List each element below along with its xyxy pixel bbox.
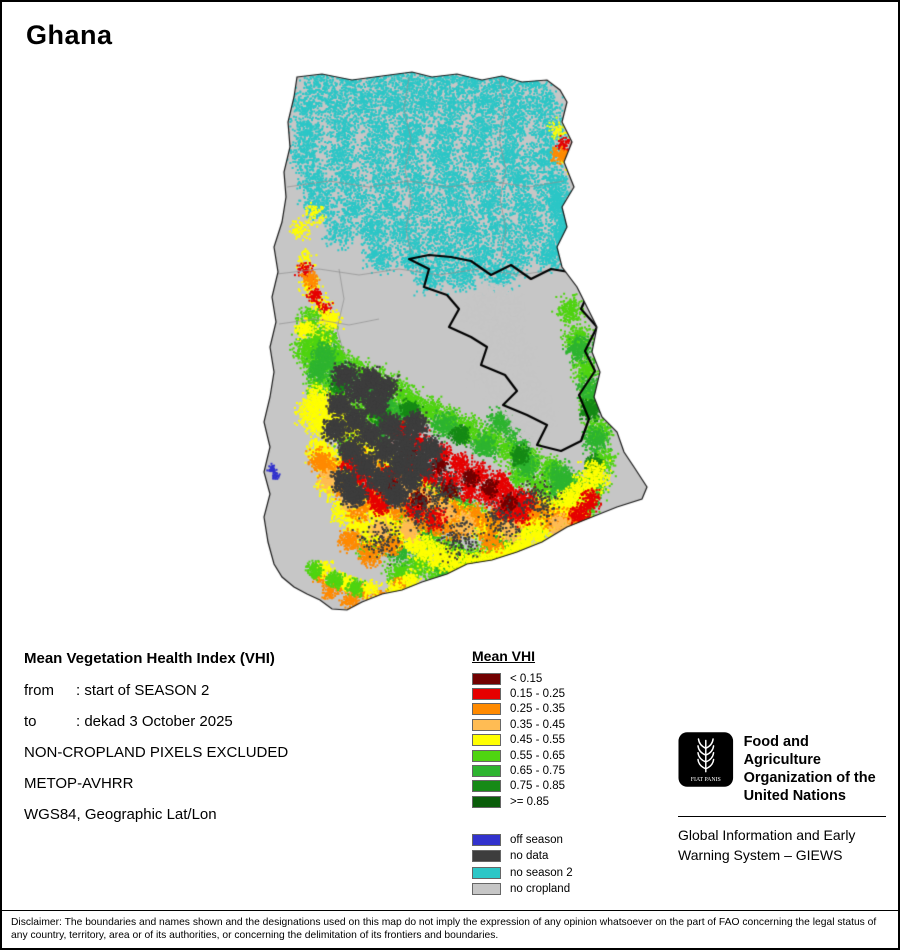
info-from-label: from	[24, 682, 54, 699]
legend-item: 0.75 - 0.85	[472, 779, 573, 794]
info-sensor-line: METOP-AVHRR	[24, 775, 134, 792]
giews-line: Global Information and Early	[678, 827, 856, 843]
info-from-row: from : start of SEASON 2	[24, 682, 288, 699]
info-heading: Mean Vegetation Health Index (VHI)	[24, 650, 275, 667]
fao-header: FIAT PANIS Food and Agriculture Organiza…	[678, 731, 886, 805]
legend-others: off season no data no season 2 no cropland	[472, 832, 573, 898]
giews-name: Global Information and Early Warning Sys…	[678, 825, 886, 865]
ghana-vhi-map	[259, 69, 649, 614]
page-title: Ghana	[26, 20, 113, 50]
legend-swatch	[472, 883, 501, 896]
legend-item: < 0.15	[472, 671, 573, 686]
legend-classes: < 0.15 0.15 - 0.25 0.25 - 0.35 0.35 - 0.45 0…	[472, 671, 573, 810]
legend-label: off season	[510, 833, 563, 846]
fao-divider	[678, 816, 886, 817]
legend-swatch	[472, 850, 501, 863]
legend-swatch	[472, 688, 501, 701]
legend-label: 0.15 - 0.25	[510, 688, 565, 701]
legend-label: 0.25 - 0.35	[510, 703, 565, 716]
legend-swatch	[472, 780, 501, 793]
info-to-label: to	[24, 713, 37, 730]
legend-swatch	[472, 765, 501, 778]
info-to-value: : dekad 3 October 2025	[76, 713, 233, 730]
legend-swatch	[472, 749, 501, 762]
map-info-block: Mean Vegetation Health Index (VHI) from …	[24, 650, 288, 837]
legend-swatch	[472, 734, 501, 747]
legend-item: 0.15 - 0.25	[472, 686, 573, 701]
legend-item: off season	[472, 832, 573, 849]
disclaimer: Disclaimer: The boundaries and names sho…	[2, 910, 898, 948]
legend-item: >= 0.85	[472, 794, 573, 809]
legend-item: 0.55 - 0.65	[472, 748, 573, 763]
fao-org-line: Organization of the	[743, 770, 876, 786]
legend-item: no cropland	[472, 881, 573, 898]
legend-swatch	[472, 718, 501, 731]
fao-logo-icon: FIAT PANIS	[678, 732, 734, 787]
legend-label: no data	[510, 850, 549, 863]
legend-label: 0.55 - 0.65	[510, 749, 565, 762]
legend-swatch	[472, 833, 501, 846]
legend-label: 0.45 - 0.55	[510, 734, 565, 747]
legend: Mean VHI < 0.15 0.15 - 0.25 0.25 - 0.35 0.3…	[472, 648, 573, 898]
fao-org-line: Food and Agriculture	[743, 734, 821, 768]
legend-item: no season 2	[472, 865, 573, 882]
legend-label: no cropland	[510, 883, 571, 896]
legend-label: < 0.15	[510, 672, 543, 685]
fao-block: FIAT PANIS Food and Agriculture Organiza…	[678, 731, 886, 865]
legend-item: 0.25 - 0.35	[472, 702, 573, 717]
legend-item: 0.35 - 0.45	[472, 717, 573, 732]
legend-swatch	[472, 672, 501, 685]
fao-org-name: Food and Agriculture Organization of the…	[744, 731, 886, 805]
info-noncropland-line: NON-CROPLAND PIXELS EXCLUDED	[24, 744, 289, 761]
giews-line: Warning System – GIEWS	[678, 847, 843, 863]
legend-item: 0.65 - 0.75	[472, 763, 573, 778]
fao-org-line: United Nations	[743, 788, 846, 804]
info-from-value: : start of SEASON 2	[76, 682, 210, 699]
legend-swatch	[472, 866, 501, 879]
legend-swatch	[472, 795, 501, 808]
legend-label: 0.75 - 0.85	[510, 780, 565, 793]
info-to-row: to : dekad 3 October 2025	[24, 713, 288, 730]
info-projection-line: WGS84, Geographic Lat/Lon	[24, 806, 217, 823]
legend-label: no season 2	[510, 866, 573, 879]
legend-label: 0.65 - 0.75	[510, 765, 565, 778]
legend-title: Mean VHI	[472, 648, 536, 664]
legend-label: 0.35 - 0.45	[510, 718, 565, 731]
legend-label: >= 0.85	[510, 795, 550, 808]
legend-item: no data	[472, 848, 573, 865]
fao-logo-motto: FIAT PANIS	[691, 777, 721, 783]
legend-swatch	[472, 703, 501, 716]
legend-item: 0.45 - 0.55	[472, 733, 573, 748]
